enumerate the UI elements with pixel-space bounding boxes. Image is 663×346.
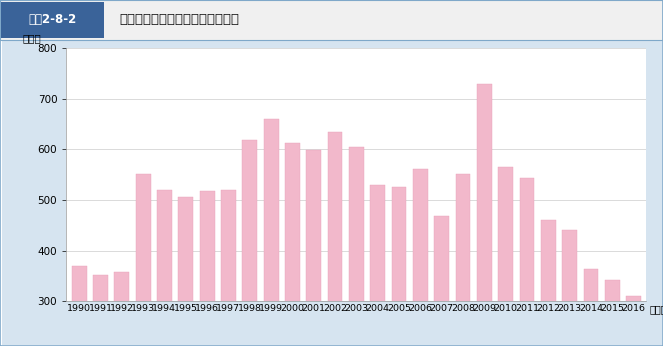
Bar	[562, 230, 577, 346]
Bar	[370, 185, 385, 346]
Bar	[392, 188, 406, 346]
Bar	[520, 178, 534, 346]
Text: 労働争議調整事件の新規係属件数: 労働争議調整事件の新規係属件数	[119, 12, 239, 26]
Bar	[626, 296, 641, 346]
Bar	[498, 167, 513, 346]
Bar	[605, 280, 620, 346]
Bar	[349, 147, 364, 346]
Text: （年）: （年）	[650, 304, 663, 315]
Bar	[328, 132, 343, 346]
Bar	[285, 143, 300, 346]
Bar	[306, 151, 321, 346]
Bar	[413, 169, 428, 346]
Bar	[200, 191, 215, 346]
Text: 図表2-8-2: 図表2-8-2	[29, 12, 77, 26]
Bar	[242, 140, 257, 346]
Bar	[477, 84, 492, 346]
Bar	[583, 269, 599, 346]
Bar	[93, 275, 108, 346]
Bar	[455, 174, 471, 346]
Bar	[157, 190, 172, 346]
Bar	[178, 198, 193, 346]
Bar	[264, 119, 278, 346]
Bar	[541, 220, 556, 346]
Bar	[1, 2, 104, 38]
Bar	[221, 190, 236, 346]
Text: （件）: （件）	[23, 33, 42, 43]
Bar	[136, 174, 151, 346]
Bar	[434, 216, 449, 346]
Bar	[114, 272, 129, 346]
Bar	[72, 266, 87, 346]
